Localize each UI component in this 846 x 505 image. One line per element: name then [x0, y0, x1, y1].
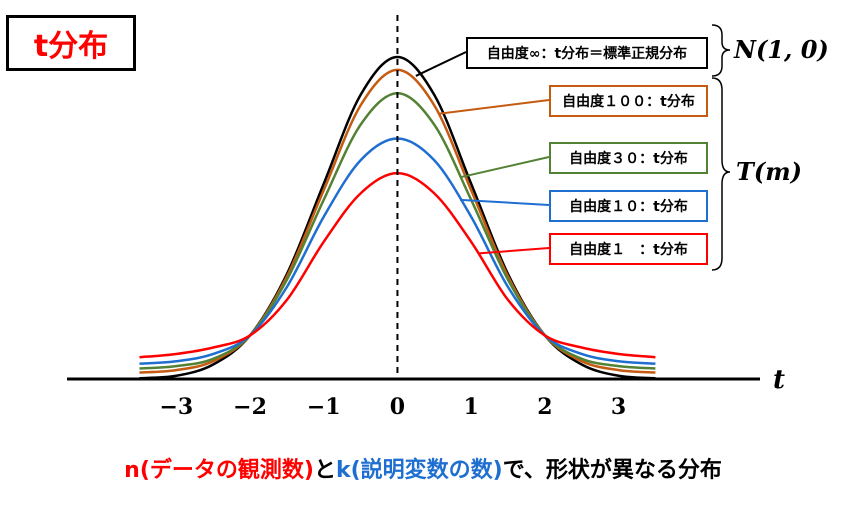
t-notation: T(m) [736, 157, 802, 186]
brace-bottom [711, 77, 731, 271]
x-tick-label: −3 [159, 394, 193, 420]
caption-observations: n(データの観測数) [124, 458, 314, 483]
x-tick-label: 2 [537, 394, 552, 420]
tick-labels: −3 −2 −1 0 1 2 3 [159, 394, 626, 420]
leader-line [415, 51, 467, 77]
x-tick-label: −2 [233, 394, 267, 420]
leader-line [478, 247, 550, 255]
leader-line [437, 99, 550, 115]
page-title: t分布 [6, 15, 136, 71]
x-tick-label: 0 [390, 394, 405, 420]
legend-df1-label: 自由度１ ：t分布 [549, 233, 708, 265]
normal-notation: N(1, 0) [734, 35, 829, 64]
caption-and: と [313, 458, 336, 483]
x-axis-label: t [773, 365, 785, 395]
x-tick-label: 1 [463, 394, 478, 420]
curve-normal [139, 55, 656, 380]
leader-line [460, 198, 550, 206]
x-tick-label: −1 [307, 394, 341, 420]
brace-top [711, 24, 731, 77]
caption-variables: k(説明変数の数) [335, 458, 503, 483]
legend-df10-label: 自由度１０：t分布 [549, 190, 708, 222]
legend-df30-label: 自由度３０：t分布 [549, 142, 708, 174]
leader-lines [415, 51, 550, 255]
leader-line [459, 156, 550, 179]
caption-tail: で、形状が異なる分布 [502, 458, 722, 483]
legend-normal-label: 自由度∞：t分布＝標準正規分布 [466, 37, 708, 69]
caption: n(データの観測数)とk(説明変数の数)で、形状が異なる分布 [0, 452, 846, 484]
legend-df100-label: 自由度１００：t分布 [549, 85, 708, 117]
x-tick-label: 3 [611, 394, 626, 420]
